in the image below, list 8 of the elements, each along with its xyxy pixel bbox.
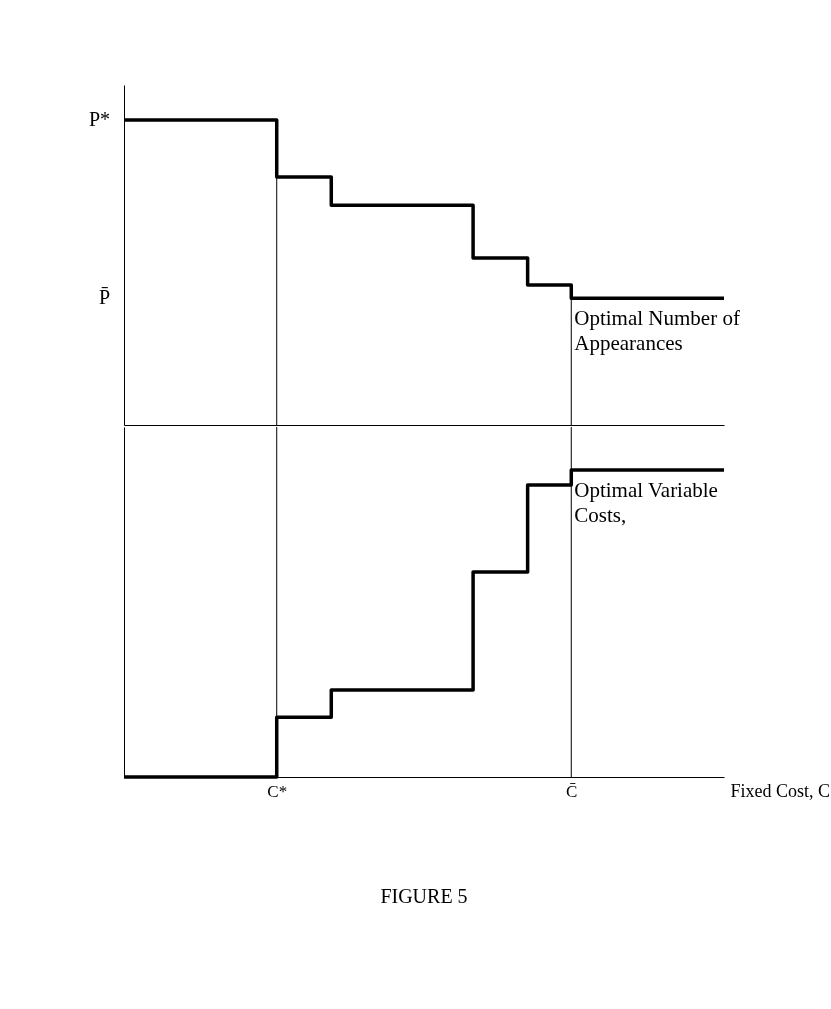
x-tick-label: C̄ xyxy=(566,781,578,801)
text: P* xyxy=(88,108,110,131)
x-axis-title: Fixed Cost, C xyxy=(730,780,831,801)
caption: FIGURE 5 xyxy=(380,885,468,907)
series-label: Optimal Number of Appearances xyxy=(574,306,740,356)
x-tick-label: C* xyxy=(267,781,288,801)
series-label: Optimal Variable Costs, xyxy=(574,477,718,527)
text: P̄ xyxy=(98,286,110,309)
